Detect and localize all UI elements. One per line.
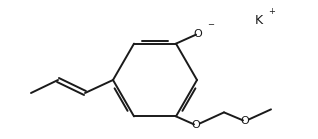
Text: O: O [192,120,200,130]
Text: −: − [208,20,215,29]
Text: K: K [254,14,263,27]
Text: O: O [194,29,202,39]
Text: O: O [241,116,249,126]
Text: +: + [268,7,275,16]
